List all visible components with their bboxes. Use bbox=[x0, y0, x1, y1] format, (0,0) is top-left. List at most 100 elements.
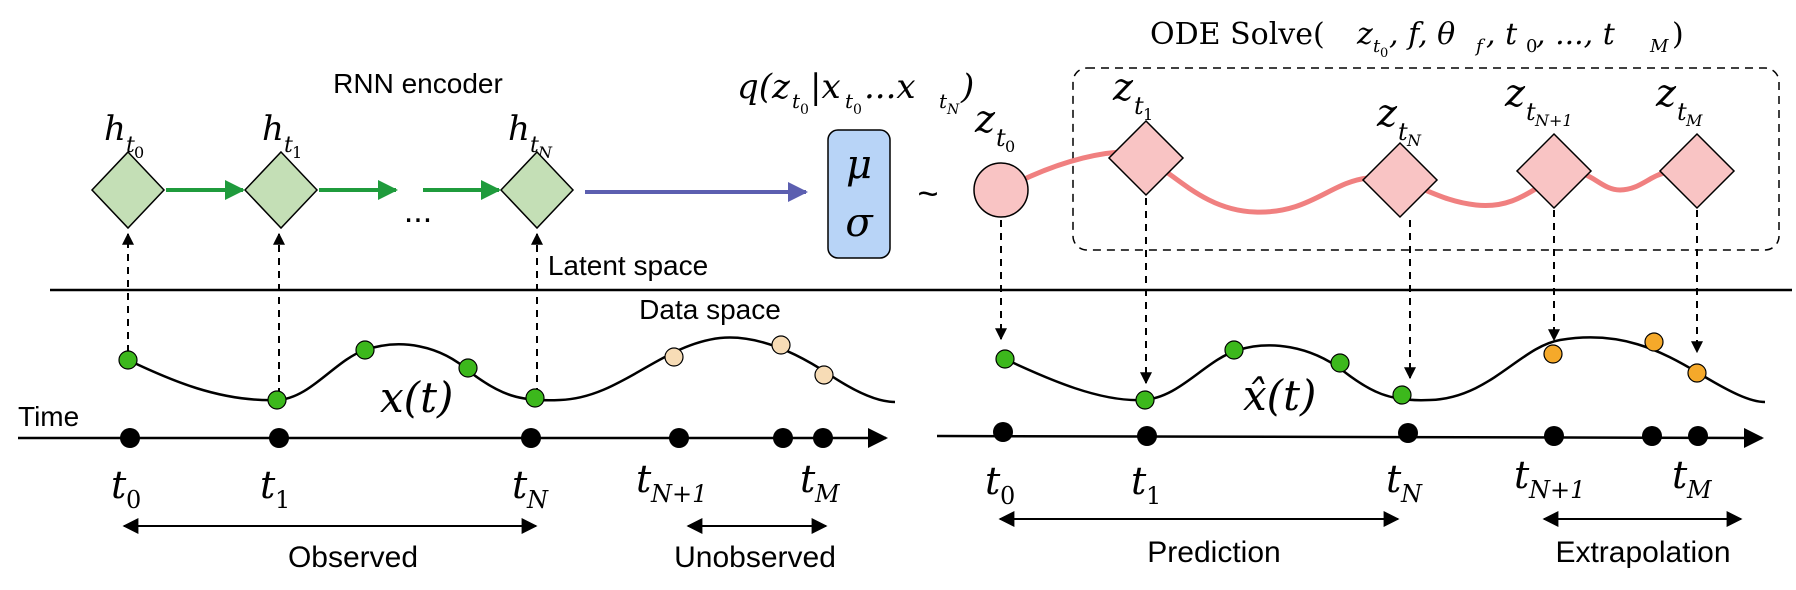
extrapolated-point-1 bbox=[1644, 332, 1664, 352]
svg-text:1: 1 bbox=[275, 486, 290, 514]
right-time-point-extra bbox=[1642, 426, 1662, 446]
mu-symbol: μ bbox=[846, 142, 872, 188]
left-tick-t1: t 1 bbox=[260, 463, 290, 514]
predicted-point-3 bbox=[1330, 353, 1350, 373]
observed-range-label: Observed bbox=[288, 541, 418, 574]
svg-text:0: 0 bbox=[1000, 482, 1015, 510]
observed-point-N bbox=[525, 388, 545, 408]
svg-text:, t: , t bbox=[1486, 17, 1518, 52]
right-time-point-N bbox=[1398, 423, 1418, 443]
svg-text:1: 1 bbox=[292, 143, 302, 162]
left-time-point-M bbox=[813, 428, 833, 448]
svg-text:t: t bbox=[111, 463, 127, 507]
svg-text:h: h bbox=[104, 109, 126, 149]
svg-text:h: h bbox=[262, 109, 284, 149]
svg-text:t: t bbox=[939, 89, 948, 113]
right-tick-tN: t N bbox=[1386, 457, 1423, 508]
left-time-point-1 bbox=[269, 428, 289, 448]
svg-text:0: 0 bbox=[134, 143, 144, 162]
svg-text:t: t bbox=[1373, 36, 1381, 57]
left-time-point-N bbox=[521, 428, 541, 448]
hidden-state-node-N bbox=[499, 150, 575, 230]
svg-text:1: 1 bbox=[1146, 482, 1161, 510]
svg-text:t: t bbox=[1526, 98, 1536, 126]
latent-node-tN1 bbox=[1515, 132, 1593, 210]
svg-text:0: 0 bbox=[1526, 36, 1537, 57]
svg-text:t: t bbox=[845, 89, 854, 113]
svg-text:t: t bbox=[1386, 457, 1402, 501]
left-time-point-extra bbox=[773, 428, 793, 448]
svg-text:N+1: N+1 bbox=[650, 480, 707, 508]
svg-text:0: 0 bbox=[1380, 46, 1388, 61]
extrapolated-point-0 bbox=[1543, 344, 1563, 364]
svg-text:N: N bbox=[946, 102, 960, 118]
latent-label-tN1: z t N+1 bbox=[1504, 71, 1573, 130]
right-time-point-1 bbox=[1137, 426, 1157, 446]
svg-text:t: t bbox=[284, 133, 293, 158]
predicted-curve-label: x̂(t) bbox=[1243, 371, 1316, 420]
svg-text:, f, θ: , f, θ bbox=[1389, 17, 1455, 52]
extrapolation-range-label: Extrapolation bbox=[1555, 536, 1730, 569]
svg-text:z: z bbox=[1655, 71, 1677, 115]
encoder-title: RNN encoder bbox=[333, 68, 503, 99]
svg-text:t: t bbox=[792, 89, 801, 113]
svg-text:f: f bbox=[1474, 36, 1486, 57]
svg-text:...x: ...x bbox=[864, 67, 916, 107]
time-label: Time bbox=[18, 401, 79, 432]
hidden-state-label-0: h t 0 bbox=[104, 109, 144, 162]
svg-text:z: z bbox=[1356, 17, 1373, 52]
svg-text:0: 0 bbox=[853, 102, 862, 118]
latent-label-t1: z t 1 bbox=[1112, 65, 1153, 124]
predicted-point-0 bbox=[995, 349, 1015, 369]
svg-text:q(z: q(z bbox=[737, 67, 791, 107]
svg-text:, ..., t: , ..., t bbox=[1536, 17, 1616, 52]
svg-text:z: z bbox=[1112, 65, 1134, 109]
svg-text:z: z bbox=[974, 97, 996, 141]
svg-text:0: 0 bbox=[1005, 137, 1015, 156]
latent-node-t1 bbox=[1107, 119, 1185, 197]
unobserved-point-2 bbox=[814, 365, 834, 385]
svg-text:t: t bbox=[800, 457, 816, 501]
svg-text:): ) bbox=[960, 67, 974, 107]
latent-initial-label: z t 0 bbox=[974, 97, 1015, 156]
unobserved-point-0 bbox=[664, 347, 684, 367]
svg-text:t: t bbox=[985, 459, 1001, 503]
left-time-point-N1 bbox=[669, 428, 689, 448]
unobserved-range-label: Unobserved bbox=[674, 541, 836, 574]
svg-text:t: t bbox=[1131, 459, 1147, 503]
left-tick-tN: t N bbox=[512, 463, 549, 514]
right-tick-tM: t M bbox=[1672, 453, 1713, 504]
latent-label-tM: z t M bbox=[1655, 71, 1703, 130]
posterior-label: q(z t 0 |x t 0 ...x t N ) bbox=[737, 67, 974, 118]
encoder-ellipsis: ... bbox=[404, 192, 432, 230]
latent-node-tM bbox=[1658, 132, 1736, 210]
svg-text:t: t bbox=[636, 457, 652, 501]
svg-text:t: t bbox=[1134, 92, 1144, 120]
latent-space-label: Latent space bbox=[548, 250, 708, 281]
svg-text:t: t bbox=[996, 124, 1006, 152]
svg-text:t: t bbox=[1398, 118, 1408, 146]
observed-point-2 bbox=[355, 340, 375, 360]
hidden-state-node-0 bbox=[90, 150, 166, 230]
predicted-point-N bbox=[1392, 385, 1412, 405]
predicted-point-2 bbox=[1224, 340, 1244, 360]
svg-text:ODE Solve(: ODE Solve( bbox=[1150, 17, 1325, 52]
right-time-point-0 bbox=[993, 422, 1013, 442]
observed-curve-label: x(t) bbox=[380, 373, 453, 422]
svg-text:t: t bbox=[530, 133, 539, 158]
svg-text:z: z bbox=[1504, 71, 1526, 115]
svg-text:M: M bbox=[1686, 476, 1713, 504]
observed-point-1 bbox=[267, 390, 287, 410]
observed-point-3 bbox=[458, 358, 478, 378]
left-tick-tM: t M bbox=[800, 457, 841, 508]
svg-text:t: t bbox=[1672, 453, 1688, 497]
svg-text:N: N bbox=[526, 486, 549, 514]
latent-label-tN: z t N bbox=[1376, 91, 1422, 150]
svg-text:t: t bbox=[126, 133, 135, 158]
left-tick-tN1: t N+1 bbox=[636, 457, 707, 508]
svg-text:|x: |x bbox=[810, 67, 841, 107]
sigma-symbol: σ bbox=[845, 200, 874, 246]
svg-text:0: 0 bbox=[800, 102, 809, 118]
